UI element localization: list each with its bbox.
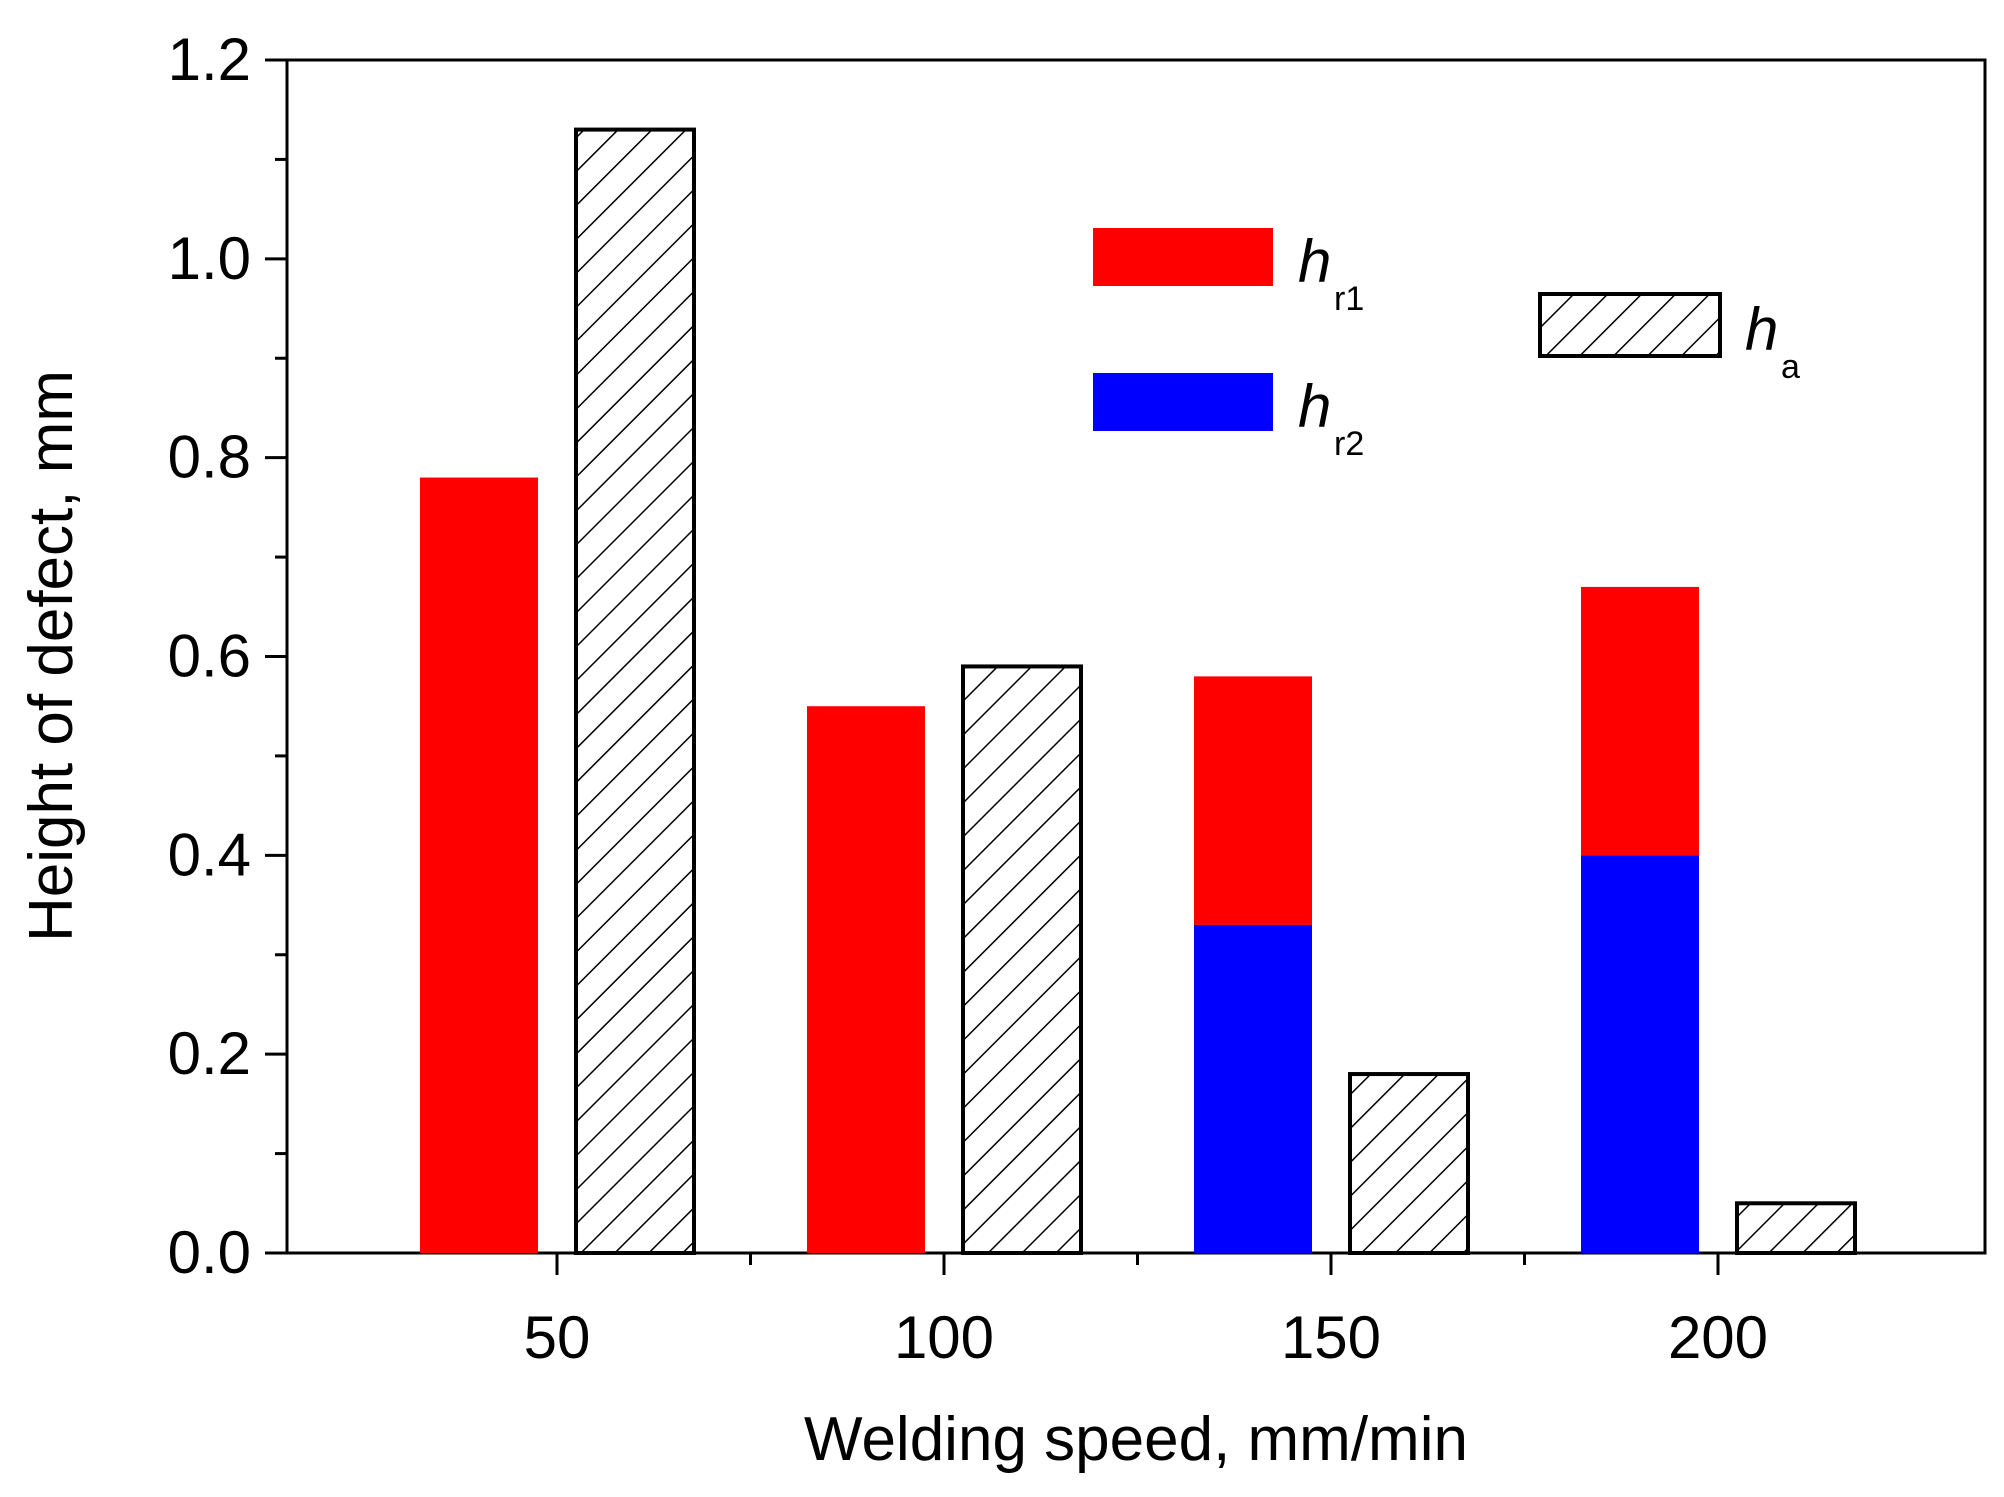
legend-label-hr1: h	[1298, 228, 1331, 295]
y-tick-label: 0.0	[168, 1219, 251, 1286]
bar-hr2-150	[1194, 924, 1312, 1253]
y-tick-label: 1.0	[168, 225, 251, 292]
bar-ha-100	[961, 664, 1083, 1255]
legend-label-hr2: h	[1298, 373, 1331, 440]
bar-hr1-150	[1194, 676, 1312, 925]
x-tick-label: 200	[1668, 1304, 1768, 1371]
legend-sub-hr2: r2	[1334, 425, 1364, 463]
bar-hr1-50	[420, 477, 538, 1253]
x-tick-label: 100	[894, 1304, 994, 1371]
x-tick-label: 150	[1281, 1304, 1381, 1371]
y-tick-label: 0.6	[168, 623, 251, 690]
legend-swatch-hr2	[1093, 373, 1273, 431]
legend-label-ha: h	[1745, 296, 1778, 363]
bar-ha-200	[1735, 1201, 1857, 1255]
y-tick-label: 0.4	[168, 821, 251, 888]
bar-hr2-200	[1581, 855, 1699, 1253]
bar-hr1-200	[1581, 586, 1699, 856]
y-tick-label: 1.2	[168, 26, 251, 93]
legend-sub-ha: a	[1781, 348, 1800, 386]
bar-hr1-100	[807, 706, 925, 1253]
x-axis: 50 100 150 200	[524, 1253, 1768, 1371]
legend-swatch-ha	[1538, 292, 1722, 358]
y-axis: 0.0 0.2 0.4 0.6 0.8 1.0 1.2	[168, 26, 287, 1286]
y-tick-label: 0.2	[168, 1020, 251, 1087]
bar-ha-150	[1348, 1072, 1470, 1256]
y-tick-label: 0.8	[168, 424, 251, 491]
bars-group	[420, 127, 1857, 1256]
legend-sub-hr1: r1	[1334, 280, 1364, 318]
x-axis-title: Welding speed, mm/min	[804, 1405, 1468, 1474]
bar-ha-50	[574, 127, 696, 1255]
y-axis-title: Height of defect, mm	[17, 370, 86, 942]
x-tick-label: 50	[524, 1304, 591, 1371]
legend-swatch-hr1	[1093, 228, 1273, 286]
